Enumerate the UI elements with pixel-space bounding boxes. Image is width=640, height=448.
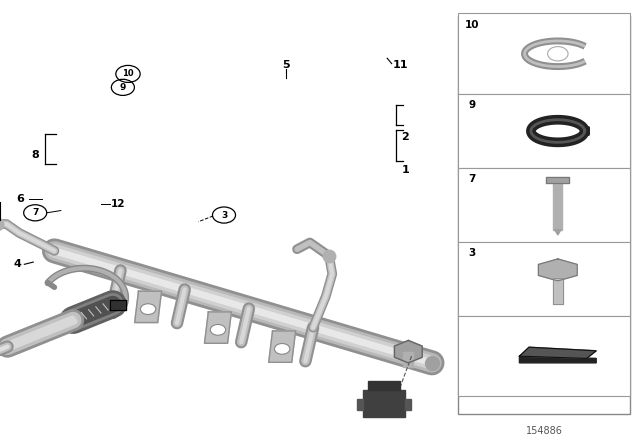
Polygon shape bbox=[555, 229, 561, 235]
Text: 2: 2 bbox=[401, 132, 409, 142]
Bar bbox=[458, 168, 630, 242]
Polygon shape bbox=[357, 399, 363, 410]
Text: 10: 10 bbox=[122, 69, 134, 78]
Text: 6: 6 bbox=[17, 194, 24, 204]
Polygon shape bbox=[547, 177, 570, 183]
Bar bbox=[458, 94, 630, 168]
Polygon shape bbox=[405, 399, 411, 410]
Text: 7: 7 bbox=[468, 174, 476, 184]
Bar bbox=[458, 242, 630, 316]
Circle shape bbox=[275, 344, 290, 354]
Polygon shape bbox=[205, 312, 232, 343]
Text: 5: 5 bbox=[282, 60, 290, 70]
Text: 7: 7 bbox=[32, 208, 38, 217]
Polygon shape bbox=[538, 259, 577, 281]
Text: 10: 10 bbox=[465, 20, 479, 30]
Polygon shape bbox=[554, 183, 563, 229]
Text: 12: 12 bbox=[111, 199, 125, 209]
Bar bbox=[458, 13, 630, 94]
Polygon shape bbox=[134, 291, 161, 323]
Polygon shape bbox=[368, 381, 400, 390]
Text: 4: 4 bbox=[14, 259, 22, 269]
Polygon shape bbox=[269, 331, 296, 362]
Text: 11: 11 bbox=[393, 60, 408, 70]
Circle shape bbox=[211, 324, 226, 335]
Circle shape bbox=[140, 304, 156, 314]
Text: 154886: 154886 bbox=[525, 426, 563, 436]
Polygon shape bbox=[394, 340, 422, 363]
Polygon shape bbox=[553, 278, 563, 304]
Polygon shape bbox=[403, 352, 413, 367]
Text: 8: 8 bbox=[31, 150, 39, 159]
Polygon shape bbox=[520, 356, 596, 363]
Text: 9: 9 bbox=[468, 100, 476, 110]
Circle shape bbox=[548, 47, 568, 61]
Bar bbox=[458, 16, 630, 414]
Text: 3: 3 bbox=[468, 248, 476, 258]
Text: 9: 9 bbox=[120, 83, 126, 92]
Text: 1: 1 bbox=[401, 165, 409, 175]
Bar bbox=[458, 316, 630, 396]
Polygon shape bbox=[520, 347, 596, 358]
Text: 3: 3 bbox=[221, 211, 227, 220]
Polygon shape bbox=[363, 390, 405, 417]
Polygon shape bbox=[110, 300, 125, 310]
